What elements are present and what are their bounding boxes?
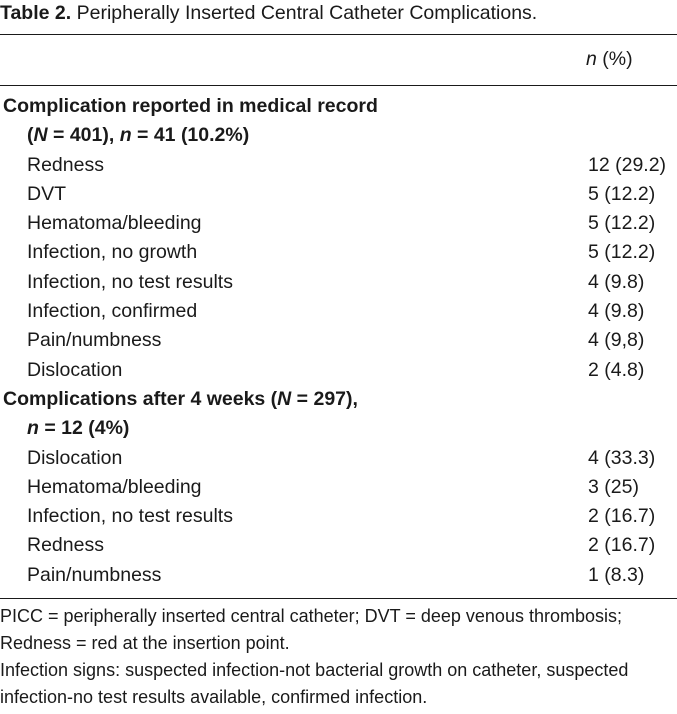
row-label: Redness — [27, 153, 104, 176]
table-row: Hematoma/bleeding 5 (12.2) — [0, 209, 677, 238]
column-header-percent: (%) — [596, 48, 633, 70]
table-caption: Table 2. Peripherally Inserted Central C… — [0, 0, 537, 30]
table-header-row: n (%) — [0, 35, 677, 85]
italic-N: N — [33, 124, 48, 147]
row-value: 4 (9.8) — [588, 270, 645, 293]
N-value: = 401), — [47, 124, 120, 147]
row-label: Infection, no test results — [27, 270, 233, 293]
table-row: Pain/numbness 4 (9,8) — [0, 326, 677, 355]
row-value: 5 (12.2) — [588, 241, 656, 264]
row-label: Pain/numbness — [27, 329, 162, 352]
table-row: Hematoma/bleeding 3 (25) — [0, 473, 677, 502]
table-row: Pain/numbness 1 (8.3) — [0, 561, 677, 590]
paren-open: ( — [27, 124, 34, 147]
table-row: Dislocation 4 (33.3) — [0, 444, 677, 473]
row-value: 4 (9,8) — [588, 329, 645, 352]
table-body: Complication reported in medical record … — [0, 92, 677, 590]
row-label: Pain/numbness — [27, 563, 162, 586]
section-heading-medical-record: Complication reported in medical record — [0, 92, 677, 121]
table-row: Redness 2 (16.7) — [0, 531, 677, 560]
N-value: = 297), — [291, 387, 358, 410]
footnote-infection-signs: Infection signs: suspected infection-not… — [0, 660, 629, 707]
row-label: Hematoma/bleeding — [27, 212, 202, 235]
section-heading-medical-record-line2: (N = 401), n = 41 (10.2%) — [0, 121, 677, 150]
row-label: DVT — [27, 182, 66, 205]
header-rule — [0, 85, 677, 86]
table-row: DVT 5 (12.2) — [0, 180, 677, 209]
row-value: 5 (12.2) — [588, 182, 656, 205]
row-label: Infection, confirmed — [27, 300, 198, 323]
row-label: Dislocation — [27, 446, 123, 469]
section2-rows: Dislocation 4 (33.3) Hematoma/bleeding 3 (… — [0, 444, 677, 590]
section-heading-line1: Complication reported in medical record — [3, 95, 378, 117]
column-header-n-percent: n (%) — [586, 47, 633, 71]
row-value: 4 (33.3) — [588, 446, 656, 469]
row-label: Dislocation — [27, 358, 123, 381]
row-value: 4 (9.8) — [588, 300, 645, 323]
n-value: = 41 (10.2%) — [131, 124, 250, 147]
section1-rows: Redness 12 (29.2) DVT 5 (12.2) Hematoma/bl… — [0, 151, 677, 385]
table-row: Infection, no growth 5 (12.2) — [0, 238, 677, 267]
section-heading-line2: (N = 401), n = 41 (10.2%) — [27, 121, 249, 150]
row-label: Infection, no test results — [27, 505, 233, 528]
row-value: 2 (4.8) — [588, 358, 645, 381]
row-value: 5 (12.2) — [588, 212, 656, 235]
table-title: Peripherally Inserted Central Catheter C… — [76, 2, 538, 24]
table-number: Table 2. — [0, 2, 72, 24]
italic-n: n — [119, 124, 132, 147]
row-label: Infection, no growth — [27, 241, 198, 264]
row-label: Hematoma/bleeding — [27, 475, 202, 498]
row-value: 2 (16.7) — [588, 505, 656, 528]
table-footnotes: PICC = peripherally inserted central cat… — [0, 603, 677, 711]
row-label: Redness — [27, 534, 104, 557]
section-heading-after-4-weeks-line2: n = 12 (4%) — [0, 414, 677, 443]
row-value: 12 (29.2) — [588, 153, 667, 176]
section2-heading-line1: Complications after 4 weeks (N = 297), — [3, 385, 358, 414]
section2-heading-text: Complications after 4 weeks ( — [3, 387, 278, 410]
italic-n: n — [27, 417, 39, 440]
bottom-rule — [0, 598, 677, 599]
footnote-abbreviations: PICC = peripherally inserted central cat… — [0, 606, 622, 653]
row-value: 1 (8.3) — [588, 563, 645, 586]
section2-heading-line2: n = 12 (4%) — [27, 414, 129, 443]
section-heading-after-4-weeks: Complications after 4 weeks (N = 297), — [0, 385, 677, 414]
table-row: Redness 12 (29.2) — [0, 151, 677, 180]
table-row: Infection, no test results 4 (9.8) — [0, 268, 677, 297]
n-value: = 12 (4%) — [38, 417, 130, 440]
table-row: Dislocation 2 (4.8) — [0, 356, 677, 385]
row-value: 3 (25) — [588, 475, 639, 498]
column-header-n: n — [586, 48, 597, 70]
row-value: 2 (16.7) — [588, 534, 656, 557]
table-row: Infection, no test results 2 (16.7) — [0, 502, 677, 531]
top-rule — [0, 34, 677, 35]
italic-N: N — [277, 387, 292, 410]
table-row: Infection, confirmed 4 (9.8) — [0, 297, 677, 326]
